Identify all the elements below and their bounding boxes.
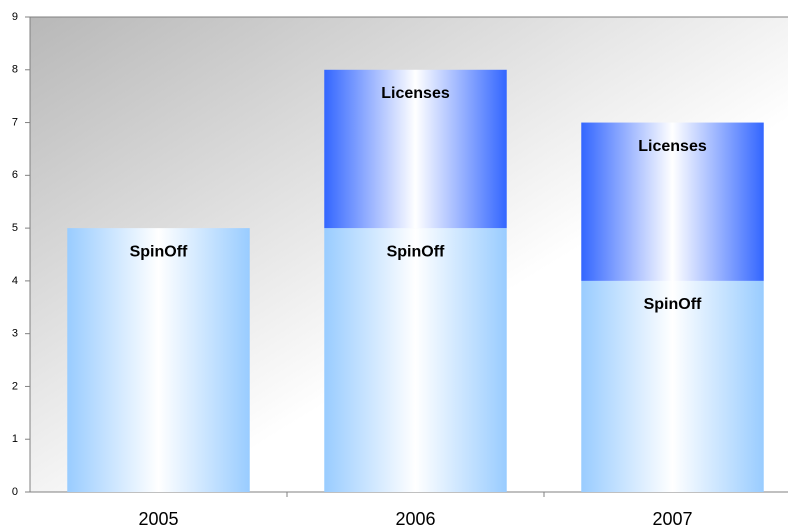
bar-segment bbox=[324, 69, 507, 229]
y-tick-label: 8 bbox=[12, 64, 18, 76]
data-label: SpinOff bbox=[644, 296, 702, 313]
y-tick-label: 2 bbox=[12, 380, 18, 392]
y-tick-label: 9 bbox=[12, 11, 18, 23]
bar-segment bbox=[581, 280, 764, 492]
data-label: SpinOff bbox=[387, 243, 445, 260]
data-label: Licenses bbox=[381, 85, 450, 102]
y-tick-label: 7 bbox=[12, 116, 18, 128]
y-tick-label: 4 bbox=[12, 275, 18, 287]
bar-segment bbox=[67, 228, 250, 492]
x-tick-label: 2007 bbox=[652, 509, 692, 529]
bar-segment bbox=[581, 122, 764, 281]
bar-segment bbox=[324, 228, 507, 492]
y-tick-label: 6 bbox=[12, 169, 18, 181]
y-tick-label: 1 bbox=[12, 433, 18, 445]
data-label: Licenses bbox=[638, 138, 707, 155]
data-label: SpinOff bbox=[130, 243, 188, 260]
x-tick-label: 2006 bbox=[395, 509, 435, 529]
y-tick-label: 3 bbox=[12, 328, 18, 340]
x-tick-label: 2005 bbox=[138, 509, 178, 529]
y-tick-label: 5 bbox=[12, 222, 18, 234]
y-tick-label: 0 bbox=[12, 486, 18, 498]
